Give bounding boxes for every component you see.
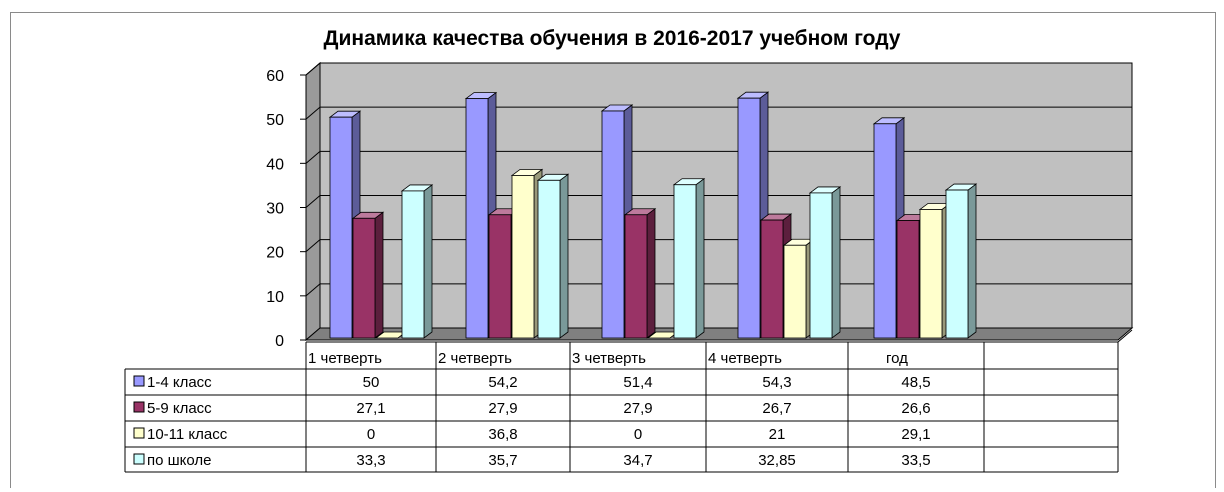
data-label: 27,9 xyxy=(488,400,517,417)
bar-front xyxy=(401,190,425,339)
bar-front xyxy=(624,214,648,339)
bar-side xyxy=(831,186,841,339)
bar xyxy=(536,173,570,339)
legend-label: 1-4 класс xyxy=(147,374,212,391)
chart-frame xyxy=(10,12,1216,488)
data-label: 48,5 xyxy=(901,374,930,391)
bar-side xyxy=(695,177,705,339)
bar-side xyxy=(559,173,569,339)
y-tick-label: 30 xyxy=(266,201,284,218)
chart-title: Динамика качества обучения в 2016-2017 у… xyxy=(323,27,901,50)
data-label: 54,2 xyxy=(488,374,517,391)
data-label: 36,8 xyxy=(488,426,517,443)
y-tick-label: 40 xyxy=(266,156,284,173)
data-label: 54,3 xyxy=(762,374,791,391)
bar xyxy=(351,211,385,339)
gridline-side xyxy=(305,62,321,76)
data-label: 29,1 xyxy=(901,426,930,443)
data-label: 32,85 xyxy=(758,452,796,469)
bar-front xyxy=(465,98,489,339)
data-label: 27,1 xyxy=(356,400,385,417)
data-label: 33,5 xyxy=(901,452,930,469)
bar-side xyxy=(967,183,977,339)
legend-swatch xyxy=(133,375,145,387)
bar xyxy=(918,202,952,339)
legend-label: 5-9 класс xyxy=(147,400,212,417)
category-label: 4 четверть xyxy=(708,350,782,367)
category-label: 3 четверть xyxy=(572,350,646,367)
legend-swatch xyxy=(133,401,145,413)
bar-front xyxy=(809,192,833,339)
bar-side xyxy=(646,207,656,339)
bar-front xyxy=(673,184,697,339)
data-label: 0 xyxy=(634,426,642,443)
data-label: 51,4 xyxy=(623,374,652,391)
y-tick-label: 0 xyxy=(275,333,284,350)
bar-front xyxy=(511,175,535,339)
data-label: 35,7 xyxy=(488,452,517,469)
bar xyxy=(808,186,842,339)
category-label: 2 четверть xyxy=(438,350,512,367)
bar-front xyxy=(919,209,943,339)
bar xyxy=(672,177,706,339)
gridline-side xyxy=(305,239,321,253)
data-label: 50 xyxy=(363,374,380,391)
data-label: 34,7 xyxy=(623,452,652,469)
gridline-side xyxy=(305,283,321,297)
legend-swatch xyxy=(133,427,145,439)
y-tick-label: 10 xyxy=(266,289,284,306)
bar-front xyxy=(601,110,625,339)
table-top-slant xyxy=(1117,329,1133,343)
gridline-side xyxy=(305,150,321,164)
bar-front xyxy=(873,123,897,339)
data-label: 26,7 xyxy=(762,400,791,417)
bar-side xyxy=(423,184,433,339)
bar-front xyxy=(352,217,376,339)
bar xyxy=(944,183,978,339)
data-label: 27,9 xyxy=(623,400,652,417)
bar-front xyxy=(488,214,512,339)
data-label: 21 xyxy=(769,426,786,443)
y-tick-label: 50 xyxy=(266,112,284,129)
category-label: год xyxy=(886,350,908,367)
category-label: 1 четверть xyxy=(308,350,382,367)
data-label: 33,3 xyxy=(356,452,385,469)
bar xyxy=(623,207,657,339)
bar-front xyxy=(737,97,761,339)
y-tick-label: 20 xyxy=(266,245,284,262)
bar-front xyxy=(760,219,784,339)
bar-side xyxy=(374,211,384,339)
legend-swatch xyxy=(133,453,145,465)
bar-front xyxy=(783,244,807,339)
legend-label: 10-11 класс xyxy=(147,426,228,443)
bar-front xyxy=(329,116,353,339)
bar-front xyxy=(896,220,920,339)
bar-front xyxy=(945,189,969,339)
data-label: 0 xyxy=(367,426,375,443)
bar-front xyxy=(537,179,561,339)
y-tick-label: 60 xyxy=(266,68,284,85)
bar xyxy=(400,184,434,339)
bar xyxy=(782,238,816,339)
data-label: 26,6 xyxy=(901,400,930,417)
bar xyxy=(510,168,544,339)
gridline-side xyxy=(305,195,321,208)
legend-label: по школе xyxy=(147,452,212,469)
gridline-side xyxy=(305,106,321,120)
